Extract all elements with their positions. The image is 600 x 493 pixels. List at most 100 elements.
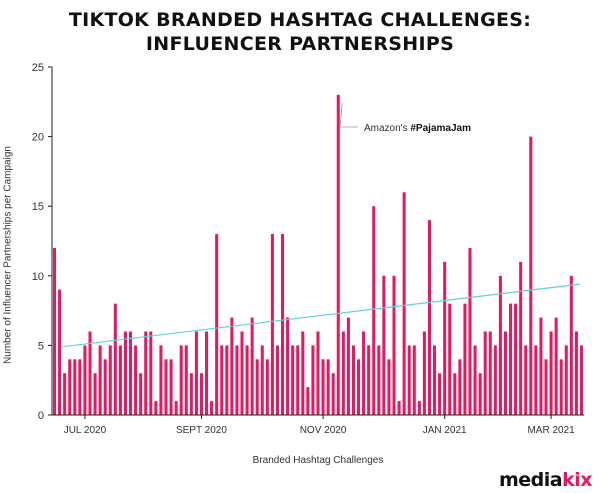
- bar-54: [326, 359, 330, 415]
- bar-37: [240, 331, 244, 415]
- bar-49: [301, 331, 305, 415]
- bar-52: [316, 331, 320, 415]
- bar-78: [448, 303, 452, 415]
- bar-95: [534, 345, 538, 415]
- bar-93: [524, 345, 528, 415]
- bar-72: [417, 401, 421, 415]
- bar-41: [260, 345, 264, 415]
- bar-102: [569, 275, 573, 415]
- bar-63: [372, 206, 376, 415]
- bar-83: [473, 345, 477, 415]
- annotation-label: Amazon's #PajamaJam: [364, 123, 471, 134]
- bar-62: [367, 345, 371, 415]
- x-tick-label-0: JUL 2020: [64, 425, 107, 436]
- chart-title-line2: INFLUENCER PARTNERSHIPS: [145, 33, 455, 55]
- bar-103: [574, 331, 578, 415]
- bar-3: [68, 359, 72, 415]
- bar-45: [281, 234, 285, 415]
- bar-17: [139, 373, 143, 415]
- bar-30: [205, 331, 209, 415]
- bar-60: [357, 359, 361, 415]
- bar-88: [498, 275, 502, 415]
- bar-21: [159, 345, 163, 415]
- bar-23: [169, 359, 173, 415]
- bar-76: [438, 373, 442, 415]
- bar-74: [427, 220, 431, 415]
- bar-77: [443, 261, 447, 415]
- bar-40: [255, 359, 259, 415]
- bar-26: [184, 345, 188, 415]
- bar-57: [341, 331, 345, 415]
- annotation-prefix: Amazon's: [364, 123, 410, 134]
- bar-80: [458, 359, 462, 415]
- bar-86: [488, 331, 492, 415]
- bar-71: [412, 345, 416, 415]
- bar-1: [58, 289, 62, 415]
- y-tick-label-10: 10: [32, 271, 44, 283]
- bar-100: [559, 359, 563, 415]
- bar-31: [210, 401, 214, 415]
- bar-32: [215, 234, 219, 415]
- bar-97: [544, 359, 548, 415]
- bar-92: [519, 261, 523, 415]
- y-axis-label: Number of Influencer Partnerships per Ca…: [2, 146, 14, 364]
- chart-title: TIKTOK BRANDED HASHTAG CHALLENGES: INFLU…: [0, 8, 600, 56]
- bar-101: [564, 345, 568, 415]
- bar-99: [554, 317, 558, 415]
- bar-0: [53, 247, 57, 415]
- bar-65: [382, 275, 386, 415]
- mediakix-logo: mediakix: [498, 469, 593, 491]
- bar-87: [493, 345, 497, 415]
- bar-16: [134, 345, 138, 415]
- bar-58: [346, 317, 350, 415]
- bar-46: [286, 317, 290, 415]
- bar-38: [245, 345, 249, 415]
- bar-19: [149, 331, 153, 415]
- bar-47: [291, 345, 295, 415]
- bar-43: [270, 234, 274, 415]
- y-tick-label-0: 0: [38, 410, 44, 422]
- annotation-leader: [339, 102, 358, 128]
- logo-part-media: media: [498, 469, 563, 491]
- bar-13: [118, 345, 122, 415]
- bar-5: [78, 359, 82, 415]
- bar-29: [199, 373, 203, 415]
- x-tick-label-3: JAN 2021: [423, 425, 467, 436]
- bar-70: [407, 345, 411, 415]
- bar-10: [103, 359, 107, 415]
- bar-61: [362, 331, 366, 415]
- x-tick-label-2: NOV 2020: [300, 425, 347, 436]
- y-tick-label-25: 25: [32, 62, 44, 74]
- y-tick-label-5: 5: [38, 340, 44, 352]
- bar-68: [397, 401, 401, 415]
- y-tick-label-20: 20: [32, 132, 44, 144]
- x-axis-label: Branded Hashtag Challenges: [252, 455, 384, 466]
- bar-94: [529, 136, 533, 415]
- x-tick-label-4: MAR 2021: [527, 425, 575, 436]
- bar-28: [194, 331, 198, 415]
- bar-4: [73, 359, 77, 415]
- bar-104: [579, 345, 583, 415]
- bar-25: [179, 345, 183, 415]
- bar-22: [164, 359, 168, 415]
- bar-44: [275, 345, 279, 415]
- bar-27: [189, 373, 193, 415]
- bar-96: [539, 317, 543, 415]
- bar-34: [225, 345, 229, 415]
- trendline: [61, 283, 581, 348]
- bar-84: [478, 373, 482, 415]
- bar-98: [549, 331, 553, 415]
- bar-55: [331, 373, 335, 415]
- chart-title-line1: TIKTOK BRANDED HASHTAG CHALLENGES:: [68, 9, 532, 31]
- bar-53: [321, 359, 325, 415]
- bar-18: [144, 331, 148, 415]
- bar-15: [129, 331, 133, 415]
- bar-8: [93, 373, 97, 415]
- bar-7: [88, 331, 92, 415]
- x-tick-label-1: SEPT 2020: [176, 425, 227, 436]
- bar-9: [98, 345, 102, 415]
- logo-part-kix: kix: [562, 469, 592, 491]
- bar-50: [306, 387, 310, 415]
- bar-75: [433, 345, 437, 415]
- bar-42: [265, 359, 269, 415]
